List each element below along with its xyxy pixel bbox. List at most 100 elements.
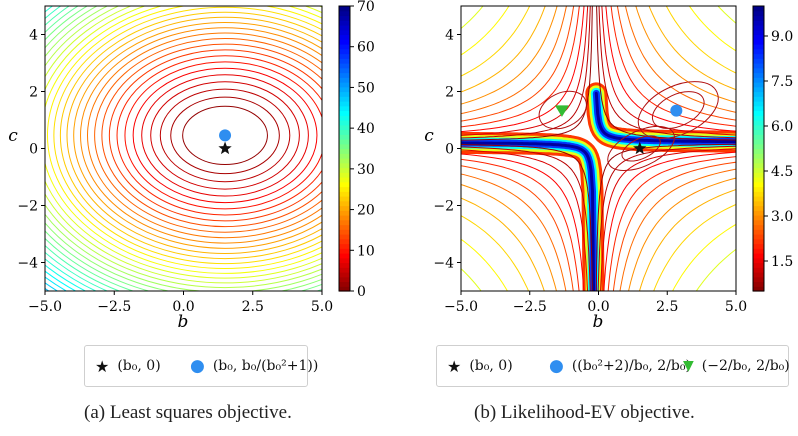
triangle-down-icon: ▼ [683, 358, 694, 374]
colorbar-segment [753, 229, 764, 235]
colorbar-segment [339, 153, 350, 159]
colorbar-segment [753, 286, 764, 292]
colorbar-segment [753, 210, 764, 216]
colorbar-segment [339, 272, 350, 278]
colorbar-segment [753, 77, 764, 83]
colorbar-segment [753, 148, 764, 154]
marker-points [218, 129, 232, 155]
colorbar-segment [339, 20, 350, 26]
contour-line [461, 6, 585, 133]
contour-line [717, 6, 736, 24]
contour-line [461, 267, 482, 291]
colorbar-tick-label: 3.0 [771, 209, 793, 225]
legend-b: ★ (b₀, 0) ● ((b₀²+2)/b₀, 2/b₀) ▼ (−2/b₀,… [436, 345, 790, 387]
contour-line [159, 88, 291, 183]
colorbar-segment [339, 215, 350, 221]
contour-line [648, 6, 736, 91]
colorbar-segment [339, 229, 350, 235]
contour-line [605, 6, 736, 132]
colorbar-segment [753, 53, 764, 59]
colorbar-segment [339, 181, 350, 188]
colorbar-segment [753, 215, 764, 221]
colorbar-segment [753, 120, 764, 126]
colorbar-segment [339, 34, 350, 40]
x-tick-label: −2.5 [513, 299, 547, 315]
legend-item-star: ★ (b₀, 0) [95, 346, 161, 386]
contour-line [59, 11, 322, 260]
y-tick-label: −2 [433, 199, 454, 215]
contour-line [53, 6, 322, 265]
colorbar-segment [753, 172, 764, 178]
colorbar-segment [339, 158, 350, 164]
colorbar-segment [753, 200, 764, 207]
star-marker [633, 141, 647, 155]
y-tick-label: 4 [29, 28, 38, 44]
colorbar-tick-label: 60 [357, 40, 375, 56]
colorbar-segment [753, 39, 764, 45]
colorbar-segment [753, 96, 764, 102]
colorbar-segment [753, 243, 764, 249]
colorbar-segment [339, 253, 350, 259]
contour-line [621, 135, 661, 162]
colorbar-frame [338, 5, 351, 292]
colorbar-segment [339, 44, 350, 50]
contour-line [45, 6, 322, 274]
colorbar-segment [339, 120, 350, 126]
colorbar-segment [339, 58, 350, 64]
contour-line [600, 148, 736, 291]
colorbar-segment [339, 205, 350, 211]
colorbar-segment [753, 143, 764, 150]
legend-label: (−2/b₀, 2/b₀) [701, 358, 790, 374]
colorbar-segment [339, 191, 350, 197]
triangle-marker [554, 105, 569, 117]
contour-line [132, 67, 318, 204]
contour-line [73, 21, 322, 249]
contour-line [461, 149, 589, 291]
contour-line [461, 6, 531, 77]
colorbar-tick-label: 30 [357, 162, 375, 178]
colorbar-segment [753, 153, 764, 159]
colorbar-segment [339, 115, 350, 121]
colorbar-segment [339, 15, 350, 21]
circle-icon: ● [549, 356, 564, 376]
colorbar-frame [752, 5, 765, 292]
colorbar-segment [753, 238, 764, 245]
colorbar-segment [753, 82, 764, 88]
colorbar-segment [339, 91, 350, 97]
y-tick-label: 2 [445, 85, 454, 101]
colorbar-tick-label: 1.5 [771, 254, 793, 270]
colorbar-segment [753, 29, 764, 36]
legend-label: (b₀, 0) [469, 358, 513, 374]
colorbar-segment [339, 25, 350, 31]
contour-line [461, 6, 510, 56]
colorbar-segment [753, 248, 764, 254]
contour-line [80, 27, 322, 244]
y-axis-label: c [424, 126, 434, 146]
colorbar-segment [753, 34, 764, 40]
circle-icon: ● [190, 356, 205, 376]
legend-a: ★ (b₀, 0) ● (b₀, b₀/(b₀²+1)) [84, 345, 318, 387]
colorbar-tick-label: 0 [357, 284, 366, 300]
colorbar-segment [753, 191, 764, 197]
x-tick-label: 2.5 [656, 299, 678, 315]
colorbar-segment [753, 267, 764, 273]
contour-line [635, 6, 736, 103]
colorbar-segment [753, 162, 764, 169]
contour-line [461, 6, 575, 122]
colorbar-segment [339, 110, 350, 116]
x-tick-label: 2.5 [242, 299, 264, 315]
legend-item-triangle: ▼ (−2/b₀, 2/b₀) [683, 346, 790, 386]
contour-line [116, 55, 322, 216]
x-tick-label: 5.0 [725, 299, 747, 315]
colorbar-segment [339, 210, 350, 216]
x-tick-label: −5.0 [444, 299, 478, 315]
star-icon: ★ [447, 356, 462, 376]
colorbar-segment [753, 158, 764, 164]
colorbar-segment [753, 48, 764, 55]
colorbar-segment [753, 272, 764, 278]
legend-label: (b₀, 0) [117, 358, 161, 374]
colorbar-segment [339, 29, 350, 36]
y-tick-label: 0 [445, 142, 454, 158]
contour-line [461, 6, 546, 93]
colorbar-segment [339, 243, 350, 249]
